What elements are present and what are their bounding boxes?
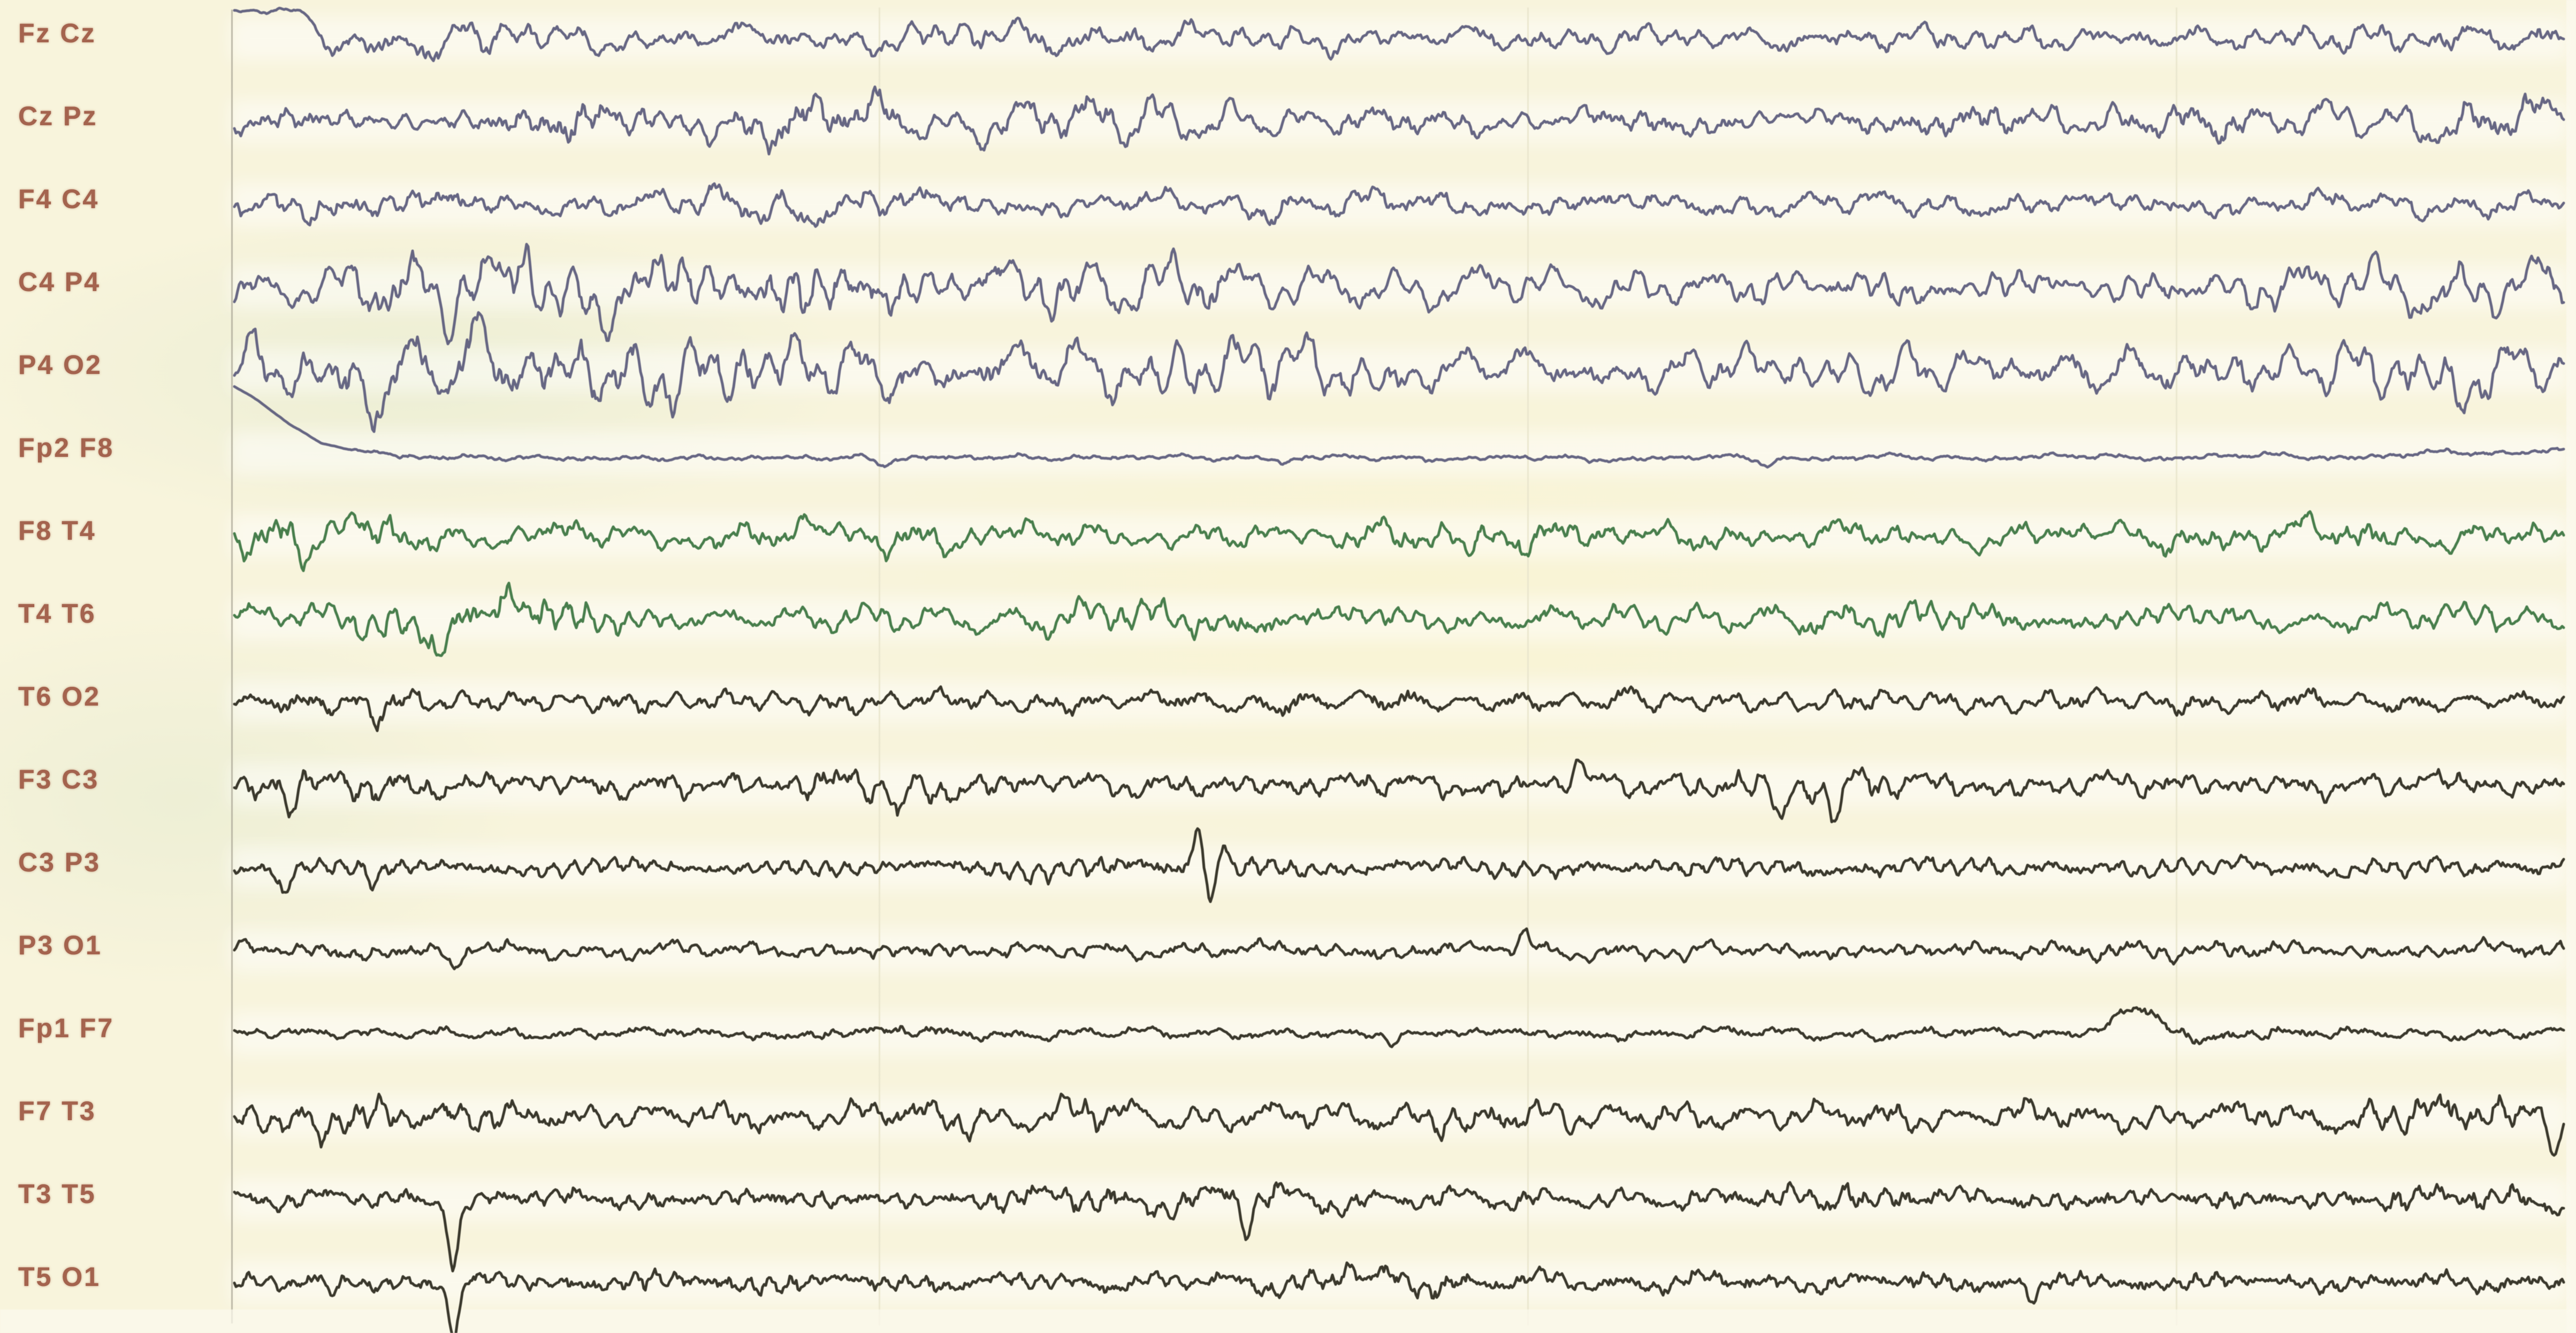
channel-label: C4 P4 — [18, 267, 101, 297]
trace-halo-band — [230, 432, 2569, 474]
trace-halo-band — [230, 183, 2569, 226]
channel-label: Fz Cz — [18, 18, 96, 48]
channel-label: F8 T4 — [18, 516, 96, 546]
channel-label: T6 O2 — [18, 681, 101, 711]
trace-halo-band — [230, 763, 2569, 806]
faint-vertical-gridline — [1527, 7, 1529, 1326]
channel-label: T3 T5 — [18, 1179, 96, 1209]
channel-label: F3 C3 — [18, 764, 100, 794]
eeg-trace-t5-o1 — [233, 1261, 2565, 1333]
channel-label: P3 O1 — [18, 930, 102, 960]
trace-halo-band — [230, 100, 2569, 143]
eeg-trace-c4-p4 — [233, 243, 2565, 346]
eeg-trace-fp1-f7 — [233, 1006, 2565, 1048]
eeg-trace-p3-o1 — [233, 927, 2565, 970]
channel-label: P4 O2 — [18, 350, 102, 380]
eeg-trace-c3-p3 — [233, 827, 2565, 903]
trace-area-left-rule — [231, 10, 233, 1323]
eeg-trace-f8-t4 — [233, 510, 2565, 572]
right-paper-edge — [2566, 0, 2576, 1333]
channel-label: Cz Pz — [18, 101, 98, 131]
eeg-trace-fp2-f8 — [233, 385, 2565, 469]
eeg-trace-f7-t3 — [233, 1092, 2565, 1157]
channel-label: F7 T3 — [18, 1096, 96, 1126]
eeg-trace-p4-o2 — [233, 311, 2565, 433]
channel-label: F4 C4 — [18, 184, 100, 214]
eeg-trace-f3-c3 — [233, 759, 2565, 823]
trace-halo-band — [230, 17, 2569, 60]
channel-labels-column: Fz Cz Cz Pz F4 C4 C4 P4 P4 O2 Fp2 F8 F8 T4 T4 T… — [0, 0, 230, 1333]
faint-vertical-gridline — [879, 7, 880, 1326]
channel-label: T5 O1 — [18, 1262, 101, 1292]
eeg-trace-t4-t6 — [233, 581, 2565, 657]
channel-label: T4 T6 — [18, 599, 96, 629]
bottom-paper-edge — [0, 1309, 2576, 1333]
eeg-trace-fz-cz — [233, 6, 2565, 63]
eeg-trace-f4-c4 — [233, 182, 2565, 228]
eeg-trace-cz-pz — [233, 85, 2565, 156]
eeg-trace-t6-o2 — [233, 685, 2565, 732]
channel-label: C3 P3 — [18, 847, 101, 877]
channel-label: Fp1 F7 — [18, 1013, 115, 1043]
trace-halo-band — [230, 1012, 2569, 1055]
eeg-trace-t3-t5 — [233, 1181, 2565, 1273]
faint-vertical-gridline — [2176, 7, 2177, 1326]
channel-label: Fp2 F8 — [18, 433, 115, 463]
